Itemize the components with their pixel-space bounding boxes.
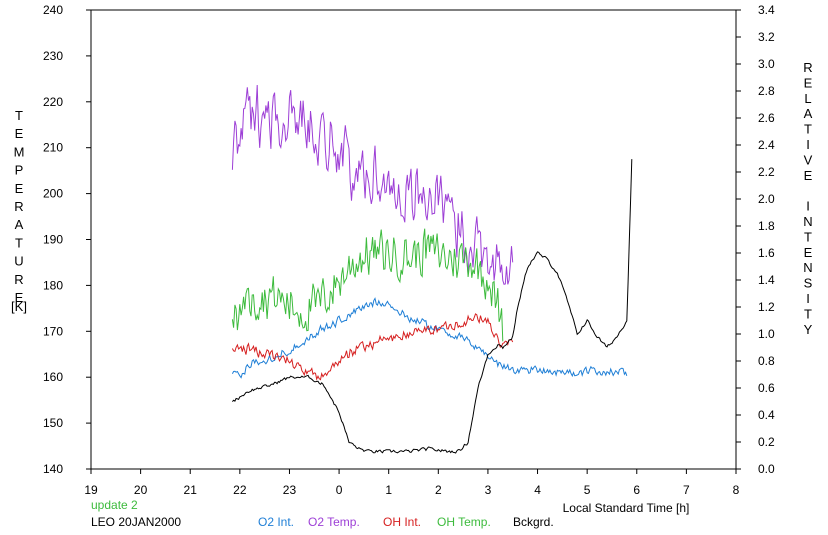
left-axis-unit: [K] — [11, 299, 27, 314]
left-tick-label: 170 — [43, 324, 63, 338]
series-line-bckgrd — [232, 159, 633, 454]
right-tick-label: 1.2 — [758, 300, 775, 314]
x-tick-label: 1 — [385, 483, 392, 497]
axis-label-letter: T — [15, 235, 23, 250]
plot-area — [90, 9, 737, 470]
plot-frame — [90, 9, 737, 470]
legend: O2 Int. O2 Temp. OH Int. OH Temp. Bckgrd. — [258, 515, 554, 529]
axis-label-letter: I — [806, 137, 810, 152]
axis-label-letter: E — [15, 290, 24, 305]
axis-label-letter: E — [804, 245, 813, 260]
right-tick-label: 0.8 — [758, 354, 775, 368]
left-tick-label: 210 — [43, 141, 63, 155]
x-tick-label: 3 — [485, 483, 492, 497]
right-tick-label: 1.6 — [758, 246, 775, 260]
series-line-oh-temp — [231, 228, 504, 342]
right-tick-label: 0.4 — [758, 408, 775, 422]
left-tick-label: 190 — [43, 233, 63, 247]
right-tick-label: 1.8 — [758, 219, 775, 233]
axis-label-letter: T — [804, 122, 812, 137]
x-tick-label: 4 — [534, 483, 541, 497]
series-line-o2-int — [231, 297, 628, 379]
axis-label-letter: V — [804, 152, 813, 167]
axis-label-letter: P — [15, 163, 24, 178]
axis-label-letter: S — [804, 276, 813, 291]
x-tick-label: 5 — [584, 483, 591, 497]
right-tick-label: 2.6 — [758, 111, 775, 125]
left-tick-label: 150 — [43, 416, 63, 430]
x-tick-label: 6 — [633, 483, 640, 497]
series-layer — [231, 84, 633, 454]
axis-label-letter: T — [804, 306, 812, 321]
axis-label-letter: I — [806, 291, 810, 306]
axis-label-letter: E — [804, 75, 813, 90]
legend-entry-o2-temp: O2 Temp. — [308, 515, 360, 529]
axis-label-letter: E — [15, 181, 24, 196]
right-tick-label: 2.4 — [758, 138, 775, 152]
bottom-axis: 19 20 21 22 23 0 1 2 3 4 5 6 7 8 — [84, 469, 740, 497]
left-tick-label: 230 — [43, 49, 63, 63]
right-tick-label: 1.0 — [758, 327, 775, 341]
left-tick-label: 180 — [43, 278, 63, 292]
right-tick-label: 0.2 — [758, 435, 775, 449]
axis-label-letter: T — [804, 229, 812, 244]
right-tick-label: 3.4 — [758, 3, 775, 17]
axis-label-letter: A — [804, 106, 813, 121]
legend-entry-oh-temp: OH Temp. — [437, 515, 491, 529]
x-tick-label: 2 — [435, 483, 442, 497]
axis-label-letter: E — [15, 126, 24, 141]
right-axis: 0.0 0.2 0.4 0.6 0.8 1.0 1.2 1.4 1.6 1.8 2.0 2.2 2.4 2… — [736, 3, 775, 476]
series-line-oh-int — [231, 313, 514, 381]
axis-label-letter: N — [803, 260, 812, 275]
axis-label-letter: N — [803, 214, 812, 229]
axis-label-letter: R — [14, 272, 23, 287]
axis-label-letter: Y — [804, 322, 813, 337]
right-tick-label: 2.2 — [758, 165, 775, 179]
right-tick-label: 3.2 — [758, 30, 775, 44]
right-tick-label: 1.4 — [758, 273, 775, 287]
x-tick-label: 23 — [283, 483, 297, 497]
axis-label-letter: I — [806, 199, 810, 214]
axis-label-letter: U — [14, 254, 23, 269]
left-tick-label: 160 — [43, 370, 63, 384]
axis-label-letter: R — [803, 60, 812, 75]
right-tick-label: 3.0 — [758, 57, 775, 71]
legend-entry-o2-int: O2 Int. — [258, 515, 294, 529]
left-tick-label: 240 — [43, 3, 63, 17]
x-tick-label: 7 — [683, 483, 690, 497]
update-note: update 2 — [91, 498, 138, 512]
right-tick-label: 2.0 — [758, 192, 775, 206]
left-axis: 140 150 160 170 180 190 200 210 220 230 240 — [43, 3, 91, 476]
right-tick-label: 0.0 — [758, 462, 775, 476]
axis-label-letter: T — [15, 108, 23, 123]
x-tick-label: 22 — [233, 483, 247, 497]
x-tick-label: 8 — [733, 483, 740, 497]
x-tick-label: 19 — [84, 483, 98, 497]
legend-entry-oh-int: OH Int. — [383, 515, 421, 529]
axis-label-letter: E — [804, 168, 813, 183]
left-tick-label: 220 — [43, 95, 63, 109]
x-tick-label: 21 — [184, 483, 198, 497]
right-tick-label: 2.8 — [758, 84, 775, 98]
x-tick-label: 0 — [336, 483, 343, 497]
axis-label-letter: A — [15, 217, 24, 232]
left-tick-label: 200 — [43, 187, 63, 201]
axis-label-letter: R — [14, 199, 23, 214]
legend-entry-bckgrd: Bckgrd. — [513, 515, 554, 529]
left-tick-label: 140 — [43, 462, 63, 476]
right-tick-label: 0.6 — [758, 381, 775, 395]
x-tick-label: 20 — [134, 483, 148, 497]
station-date-note: LEO 20JAN2000 — [91, 515, 181, 529]
axis-label-letter: L — [804, 91, 811, 106]
series-line-o2-temp — [231, 84, 514, 285]
axis-label-letter: M — [14, 144, 25, 159]
x-axis-label: Local Standard Time [h] — [563, 501, 690, 515]
